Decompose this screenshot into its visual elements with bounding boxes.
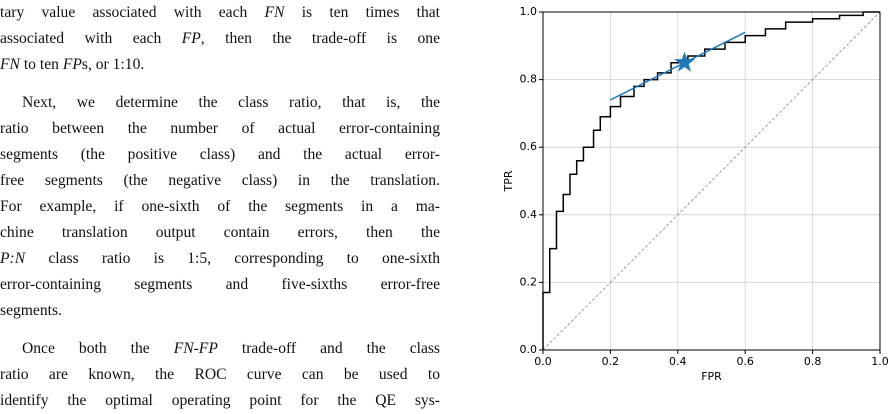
text-run: ratio between the number of actual error…: [0, 120, 440, 137]
paragraph: Next, we determine the class ratio, that…: [0, 90, 440, 324]
text-run: to ten: [19, 56, 63, 73]
y-tick-label: 0.2: [520, 275, 538, 288]
text-run: Next, we determine the class ratio, that…: [22, 94, 440, 111]
text-run: error-containing segments and five-sixth…: [0, 276, 440, 293]
text-run: free segments (the negative class) in th…: [0, 172, 440, 189]
text-line: For example, if one-sixth of the segment…: [0, 194, 440, 220]
text-run: trade-off and the class: [217, 340, 440, 357]
text-run: FN: [264, 4, 285, 21]
text-run: is ten times that: [284, 4, 441, 21]
text-line: segments (the positive class) and the ac…: [0, 142, 440, 168]
text-run: For example, if one-sixth of the segment…: [0, 198, 440, 215]
text-run: class ratio is 1:5, corresponding to one…: [25, 250, 440, 267]
text-run: P:N: [0, 250, 26, 267]
text-line: FN to ten FPs, or 1:10.: [0, 52, 440, 78]
text-line: chine translation output contain errors,…: [0, 220, 440, 246]
operating-point: [674, 51, 695, 72]
y-tick-label: 0.0: [520, 343, 538, 356]
y-tick-label: 0.6: [520, 140, 538, 153]
text-run: FP: [62, 56, 82, 73]
text-run: associated with each: [0, 30, 182, 47]
y-tick-label: 1.0: [520, 5, 538, 18]
x-tick-label: 1.0: [871, 355, 889, 368]
text-run: identify the optimal operating point for…: [0, 392, 440, 409]
text-run: segments.: [0, 302, 62, 319]
text-line: ratio between the number of actual error…: [0, 116, 440, 142]
text-run: ratio are known, the ROC curve can be us…: [0, 366, 440, 383]
x-tick-label: 0.0: [534, 355, 552, 368]
text-run: s, or 1:10.: [81, 56, 145, 73]
x-tick-label: 0.6: [736, 355, 754, 368]
text-line: identify the optimal operating point for…: [0, 388, 440, 414]
paragraph: tary value associated with each FN is te…: [0, 0, 440, 78]
text-line: P:N class ratio is 1:5, corresponding to…: [0, 246, 440, 272]
y-tick-label: 0.8: [520, 73, 538, 86]
text-line: error-containing segments and five-sixth…: [0, 272, 440, 298]
series-line: [542, 11, 881, 351]
text-run: tary value associated with each: [0, 4, 265, 21]
text-run: segments (the positive class) and the ac…: [0, 146, 440, 163]
x-axis-label: FPR: [701, 370, 722, 383]
y-axis-label: TPR: [502, 170, 515, 192]
text-line: tary value associated with each FN is te…: [0, 0, 440, 26]
text-line: segments.: [0, 298, 440, 324]
text-line: associated with each FP, then the trade-…: [0, 26, 440, 52]
text-run: FN: [0, 56, 20, 73]
series-line: [542, 11, 880, 350]
plot-frame: [542, 11, 881, 351]
text-run: FP: [181, 30, 201, 47]
series-line: [610, 31, 746, 101]
text-run: chine translation output contain errors,…: [0, 224, 440, 241]
text-line: Next, we determine the class ratio, that…: [0, 90, 440, 116]
text-line: Once both the FN-FP trade-off and the cl…: [0, 336, 440, 362]
y-tick-label: 0.4: [520, 208, 538, 221]
x-tick-label: 0.4: [669, 355, 687, 368]
paragraph: Once both the FN-FP trade-off and the cl…: [0, 336, 440, 414]
text-run: Once both the: [22, 340, 174, 357]
text-run: , then the trade-off is one: [200, 30, 440, 47]
x-tick-label: 0.8: [804, 355, 822, 368]
text-run: FN-FP: [173, 340, 218, 357]
x-tick-label: 0.2: [602, 355, 620, 368]
text-line: free segments (the negative class) in th…: [0, 168, 440, 194]
text-line: ratio are known, the ROC curve can be us…: [0, 362, 440, 388]
